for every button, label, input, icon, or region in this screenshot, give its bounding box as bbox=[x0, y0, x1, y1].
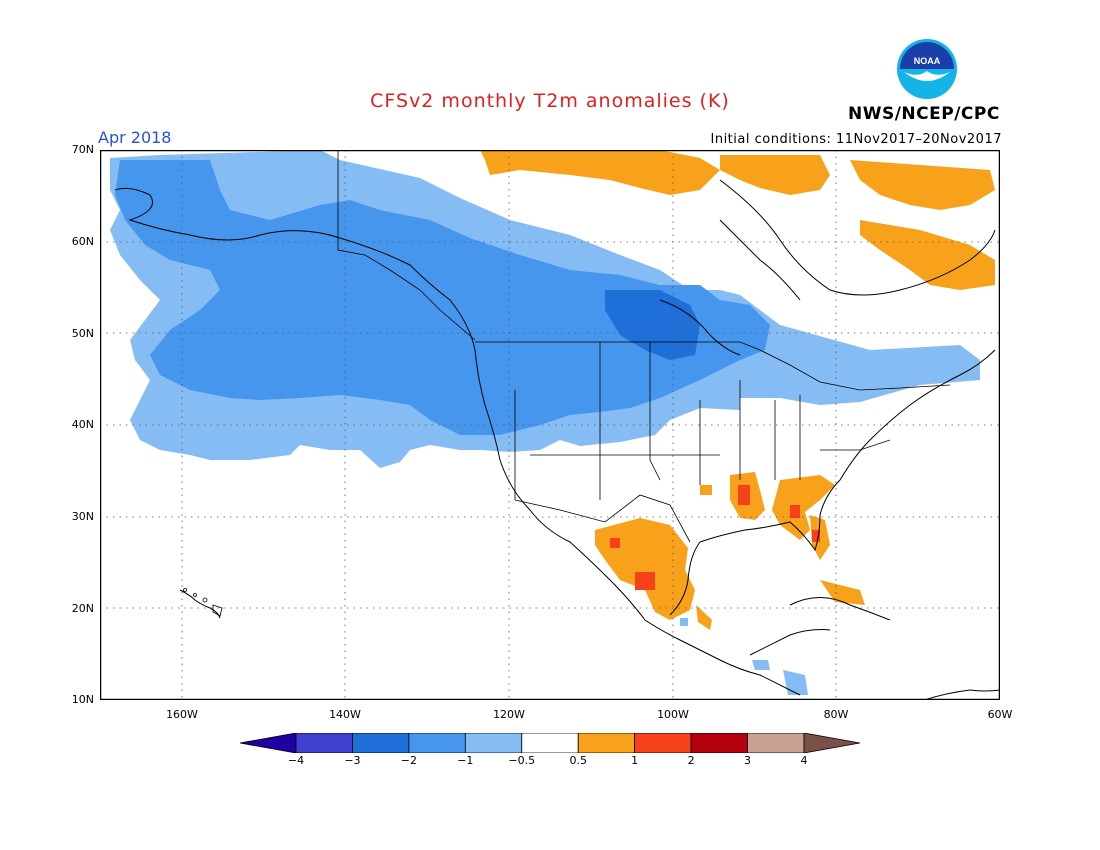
legend-label: 0.5 bbox=[569, 754, 587, 767]
legend-cell-above-max bbox=[803, 733, 860, 753]
legend-cell bbox=[634, 733, 692, 753]
map-border bbox=[100, 150, 1000, 700]
legend-label: −2 bbox=[400, 754, 417, 767]
noaa-logo-text: NOAA bbox=[914, 56, 941, 66]
legend-cell bbox=[408, 733, 466, 753]
lon-label-140w: 140W bbox=[329, 708, 361, 721]
legend-cell bbox=[352, 733, 410, 753]
anomaly-warm-north bbox=[480, 150, 995, 290]
lon-label-160w: 160W bbox=[166, 708, 198, 721]
anomaly-map bbox=[100, 150, 1000, 700]
anomaly-cool-medium bbox=[115, 160, 770, 435]
legend-cell bbox=[464, 733, 523, 753]
legend-label: 1 bbox=[631, 754, 639, 767]
political-borders bbox=[337, 150, 951, 543]
anomaly-cold-dark bbox=[605, 290, 700, 360]
initial-conditions: Initial conditions: 11Nov2017–20Nov2017 bbox=[710, 132, 1002, 147]
lat-label-10n: 10N bbox=[71, 693, 94, 706]
coastlines bbox=[114, 179, 1000, 700]
lon-label-80w: 80W bbox=[823, 708, 849, 721]
lat-label-20n: 20N bbox=[71, 602, 94, 615]
legend-cell bbox=[577, 733, 636, 753]
lat-label-30n: 30N bbox=[71, 510, 94, 523]
noaa-logo: NOAA bbox=[897, 39, 957, 99]
anomaly-cool-central-america bbox=[680, 618, 808, 695]
lon-label-60w: 60W bbox=[987, 708, 1013, 721]
color-legend bbox=[240, 733, 860, 753]
lat-label-70n: 70N bbox=[71, 143, 94, 156]
legend-cell bbox=[690, 733, 748, 753]
legend-label: 4 bbox=[800, 754, 808, 767]
agency-label: NWS/NCEP/CPC bbox=[848, 104, 1000, 124]
lat-label-40n: 40N bbox=[71, 418, 94, 431]
lat-label-50n: 50N bbox=[71, 327, 94, 340]
anomaly-hot-southeast bbox=[738, 485, 820, 542]
legend-label: 3 bbox=[744, 754, 752, 767]
hawaii-islands bbox=[183, 588, 223, 617]
legend-cell bbox=[747, 733, 805, 753]
lon-label-100w: 100W bbox=[657, 708, 689, 721]
map-title: CFSv2 monthly T2m anomalies (K) bbox=[370, 90, 730, 112]
legend-label: −4 bbox=[287, 754, 305, 767]
lon-label-120w: 120W bbox=[493, 708, 525, 721]
legend-cell bbox=[521, 733, 579, 753]
legend-label: −1 bbox=[457, 754, 474, 767]
legend-label: −3 bbox=[344, 754, 361, 767]
legend-cell bbox=[295, 733, 353, 753]
forecast-period: Apr 2018 bbox=[98, 128, 172, 147]
graticule bbox=[100, 150, 1000, 700]
legend-label: −0.5 bbox=[508, 754, 536, 767]
legend-label: 2 bbox=[687, 754, 695, 767]
lat-label-60n: 60N bbox=[71, 235, 94, 248]
legend-cell-below-min bbox=[240, 733, 297, 753]
anomaly-hot-mexico bbox=[610, 538, 655, 590]
